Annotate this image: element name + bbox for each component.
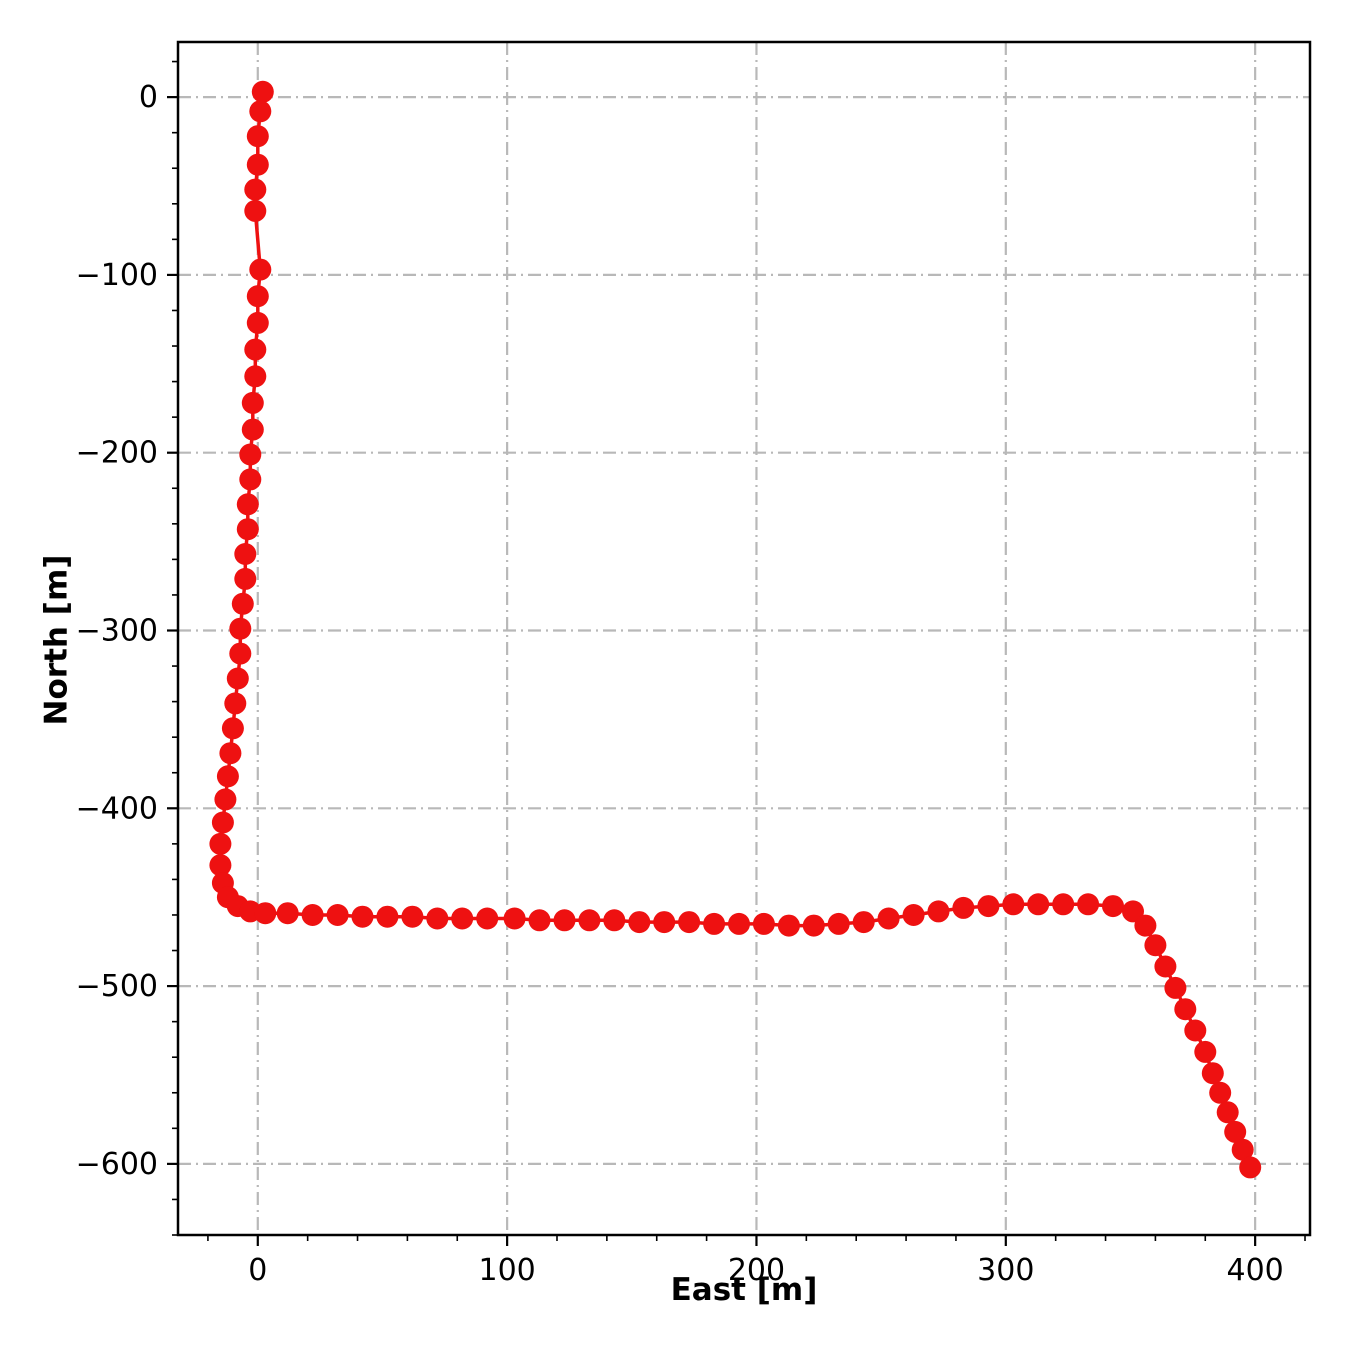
y-tick-label: −600	[76, 1147, 158, 1182]
data-point	[239, 468, 262, 491]
y-axis-label: North [m]	[38, 554, 75, 726]
data-point	[1224, 1120, 1247, 1143]
data-point	[246, 153, 269, 176]
x-tick-label: 200	[728, 1253, 785, 1288]
data-point	[977, 895, 1000, 918]
data-point	[214, 788, 237, 811]
data-point	[251, 80, 274, 103]
data-point	[1144, 934, 1167, 957]
data-point	[1194, 1040, 1217, 1063]
data-point	[752, 912, 775, 935]
data-point	[221, 717, 244, 740]
data-point	[236, 493, 259, 516]
data-point	[249, 100, 272, 123]
data-point	[244, 338, 267, 361]
data-point	[703, 912, 726, 935]
data-point	[952, 896, 975, 919]
data-point	[728, 912, 750, 935]
data-point	[224, 692, 247, 715]
data-point	[209, 832, 232, 855]
data-point	[301, 904, 324, 926]
data-point	[254, 902, 277, 925]
data-point	[216, 765, 239, 788]
data-point	[1122, 900, 1144, 923]
y-tick-label: −500	[76, 969, 158, 1004]
data-point	[1102, 895, 1124, 918]
data-point	[628, 911, 651, 934]
data-point	[246, 285, 269, 308]
data-point	[777, 914, 800, 937]
y-tick-label: 0	[139, 80, 158, 115]
data-point	[1134, 914, 1157, 937]
data-point	[351, 905, 374, 928]
data-point	[219, 742, 242, 765]
y-tick-label: −400	[76, 791, 158, 826]
data-point	[1077, 893, 1100, 916]
data-point	[451, 907, 474, 930]
x-tick-label: 400	[1227, 1253, 1284, 1288]
data-point	[553, 909, 576, 932]
data-point	[1201, 1062, 1224, 1085]
data-point	[503, 907, 526, 930]
data-point	[249, 258, 272, 281]
data-point	[1164, 976, 1187, 999]
data-point	[236, 518, 259, 541]
data-point	[209, 854, 232, 877]
data-point	[241, 391, 264, 414]
data-point	[1027, 893, 1050, 916]
x-tick-label: 300	[977, 1253, 1034, 1288]
data-point	[852, 911, 875, 934]
axes-frame	[176, 40, 1312, 1237]
data-point	[276, 902, 299, 925]
x-tick-label: 100	[478, 1253, 535, 1288]
data-point	[229, 642, 252, 665]
data-point	[234, 543, 257, 565]
y-tick-label: −200	[76, 436, 158, 471]
y-tick-label: −300	[76, 613, 158, 648]
data-point	[244, 365, 267, 388]
data-point	[1184, 1019, 1207, 1042]
x-axis-label: East [m]	[670, 1272, 818, 1308]
data-point	[246, 125, 269, 148]
data-point	[1209, 1081, 1232, 1104]
y-tick-label: −100	[76, 258, 158, 293]
data-point	[1002, 893, 1025, 916]
data-point	[927, 900, 950, 923]
data-point	[653, 911, 676, 934]
data-point	[241, 418, 264, 441]
data-point	[229, 617, 252, 640]
data-point	[244, 178, 267, 201]
data-point	[1174, 998, 1197, 1021]
data-point	[234, 567, 257, 590]
data-point	[226, 667, 249, 690]
data-point	[678, 911, 701, 934]
data-point	[1216, 1101, 1239, 1124]
data-point	[802, 914, 825, 937]
data-point	[376, 905, 399, 928]
data-point	[246, 311, 269, 334]
x-tick-label: 0	[248, 1253, 267, 1288]
data-point	[231, 592, 254, 615]
data-point	[326, 904, 349, 926]
data-point	[1052, 893, 1075, 916]
data-point	[877, 907, 900, 930]
data-point	[528, 909, 551, 932]
data-point	[578, 909, 601, 932]
data-point	[239, 443, 262, 466]
data-point	[1154, 955, 1177, 978]
data-point	[827, 912, 850, 935]
data-point	[1231, 1138, 1254, 1161]
data-point	[902, 904, 925, 926]
data-point	[244, 199, 267, 222]
data-point	[211, 811, 234, 834]
data-point	[1239, 1156, 1262, 1179]
data-point	[401, 905, 424, 928]
data-point	[603, 909, 626, 932]
data-point	[426, 907, 449, 930]
data-point	[476, 907, 499, 930]
